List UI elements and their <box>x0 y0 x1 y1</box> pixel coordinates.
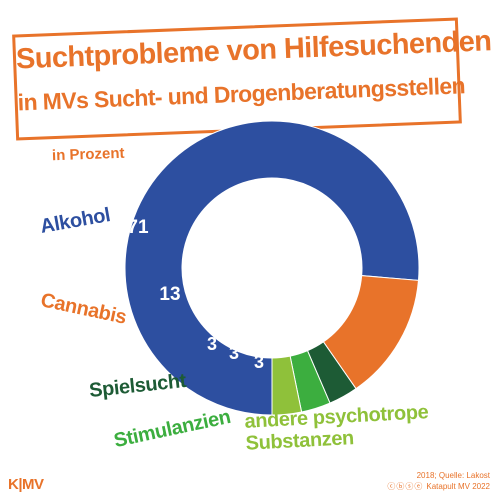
license-icons: ⓒⓑⓢⓔ <box>387 482 424 491</box>
value-label-spielsucht: 3 <box>207 334 217 354</box>
value-label-alkohol: 71 <box>127 217 149 238</box>
slice-alkohol <box>124 120 420 416</box>
source-line2-text: Katapult MV 2022 <box>426 482 490 491</box>
value-label-stimulanzien: 3 <box>229 343 239 363</box>
value-label-cannabis: 13 <box>159 284 180 305</box>
value-label-andere: 3 <box>254 352 264 372</box>
source-line2: ⓒⓑⓢⓔ Katapult MV 2022 <box>387 481 490 492</box>
katapult-logo: K|MV <box>8 476 44 493</box>
source-line1: 2018; Quelle: Lakost <box>416 471 490 480</box>
slice-andere <box>271 355 303 416</box>
source-note: 2018; Quelle: Lakost ⓒⓑⓢⓔ Katapult MV 202… <box>387 470 490 492</box>
